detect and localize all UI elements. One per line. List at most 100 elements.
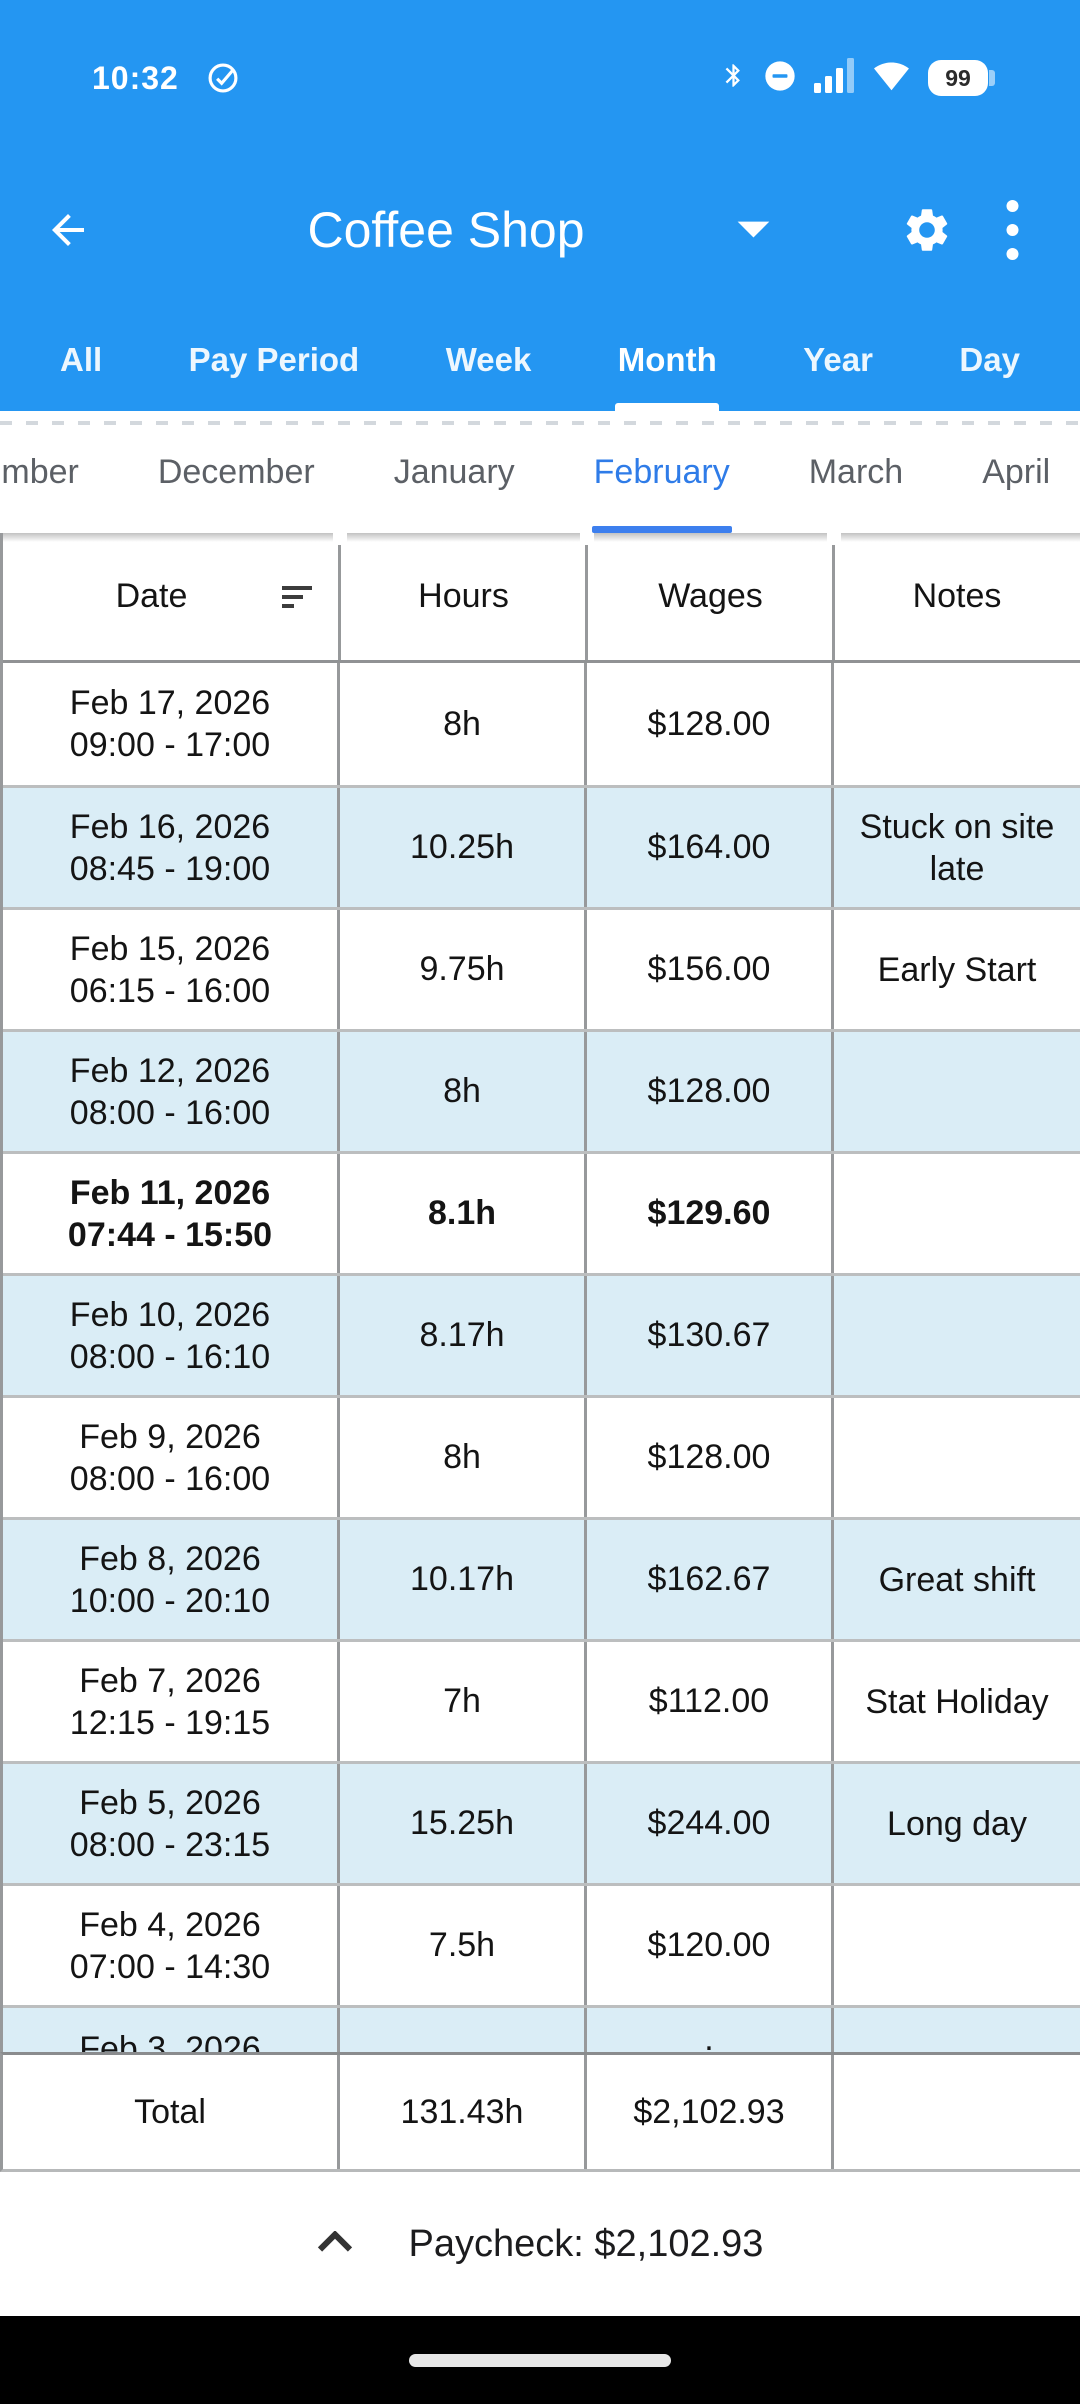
cell-notes: Stat Holiday <box>865 1682 1049 1721</box>
column-header-date[interactable]: Date <box>3 533 341 660</box>
cell-notes <box>834 1032 1080 1151</box>
cell-wages: $162.67 <box>587 1520 834 1639</box>
cell-wages: . <box>587 2008 834 2052</box>
more-vert-button[interactable] <box>1006 199 1019 266</box>
cell-notes <box>834 1886 1080 2005</box>
job-selector[interactable]: Coffee Shop <box>307 130 772 300</box>
cell-hours: 7h <box>340 1642 587 1761</box>
tab-month[interactable]: Month <box>618 308 717 411</box>
month-march[interactable]: March <box>808 452 904 491</box>
column-header-hours: Hours <box>340 533 588 660</box>
status-time: 10:32 <box>92 59 179 96</box>
table-row[interactable]: Feb 9, 2026 08:00 - 16:00 8h $128.00 <box>3 1395 1080 1517</box>
cell-hours: 10.17h <box>340 1520 587 1639</box>
cell-date: Feb 7, 2026 12:15 - 19:15 <box>3 1642 340 1761</box>
tab-pay-period[interactable]: Pay Period <box>188 340 360 378</box>
cell-notes: Great shift <box>878 1560 1036 1599</box>
tab-week[interactable]: Week <box>445 340 532 378</box>
toolbar: Coffee Shop <box>0 130 1080 300</box>
cell-hours: 8h <box>340 663 587 785</box>
tab-day[interactable]: Day <box>959 340 1020 378</box>
column-header-notes: Notes <box>912 577 1002 615</box>
sort-icon <box>282 585 314 608</box>
total-wages: $2,102.93 <box>587 2055 834 2169</box>
cell-date: Feb 11, 2026 07:44 - 15:50 <box>3 1154 340 1273</box>
cell-hours: 15.25h <box>340 1764 587 1883</box>
table-row[interactable]: Feb 10, 2026 08:00 - 16:10 8.17h $130.67 <box>3 1273 1080 1395</box>
battery-icon: 99 <box>928 60 995 96</box>
header-gap <box>333 533 347 542</box>
total-hours: 131.43h <box>340 2055 587 2169</box>
month-november[interactable]: November <box>0 452 79 491</box>
paycheck-bar: Paycheck: $2,102.93 <box>0 2172 1080 2316</box>
cell-notes <box>834 2008 1080 2052</box>
total-label: Total <box>3 2055 340 2169</box>
tab-all[interactable]: All <box>60 340 103 378</box>
task-check-icon <box>205 60 241 96</box>
month-january[interactable]: January <box>393 452 515 491</box>
month-strip: November December January February March Apri… <box>0 411 1080 533</box>
period-tabs: All Pay Period Week Month Year Day <box>0 300 1080 411</box>
cell-notes <box>834 1398 1080 1517</box>
app-bar: 10:32 <box>0 0 1080 411</box>
bluetooth-icon <box>720 60 747 96</box>
cell-date: Feb 4, 2026 07:00 - 14:30 <box>3 1886 340 2005</box>
wifi-icon <box>872 61 911 96</box>
header-gap <box>580 533 594 542</box>
cell-hours: 8.17h <box>340 1276 587 1395</box>
back-button[interactable] <box>44 206 92 254</box>
table-row[interactable]: Feb 4, 2026 07:00 - 14:30 7.5h $120.00 <box>3 1883 1080 2005</box>
cell-wages: $128.00 <box>587 1398 834 1517</box>
cell-date: Feb 5, 2026 08:00 - 23:15 <box>3 1764 340 1883</box>
month-april[interactable]: April <box>982 452 1051 491</box>
cell-date: Feb 10, 2026 08:00 - 16:10 <box>3 1276 340 1395</box>
table-row[interactable]: Feb 16, 2026 08:45 - 19:00 10.25h $164.00… <box>3 785 1080 907</box>
paycheck-label: Paycheck: $2,102.93 <box>408 2222 764 2265</box>
table-body: Feb 17, 2026 09:00 - 17:00 8h $128.00 Feb… <box>3 663 1080 2052</box>
table-row[interactable]: Feb 7, 2026 12:15 - 19:15 7h $112.00 Stat… <box>3 1639 1080 1761</box>
cell-wages: $129.60 <box>587 1154 834 1273</box>
cell-date: Feb 8, 2026 10:00 - 20:10 <box>3 1520 340 1639</box>
table-row[interactable]: Feb 15, 2026 06:15 - 16:00 9.75h $156.00 … <box>3 907 1080 1029</box>
cell-hours: 7.5h <box>340 1886 587 2005</box>
table-row[interactable]: Feb 12, 2026 08:00 - 16:00 8h $128.00 <box>3 1029 1080 1151</box>
home-indicator[interactable] <box>409 2354 671 2367</box>
arrow-drop-down-icon <box>735 215 773 246</box>
total-row: Total 131.43h $2,102.93 <box>0 2052 1080 2172</box>
cell-hours: 10.25h <box>340 788 587 907</box>
status-icons: 99 <box>720 57 995 99</box>
table-row[interactable]: Feb 3, 2026 . <box>3 2005 1080 2052</box>
table-row[interactable]: Feb 5, 2026 08:00 - 23:15 15.25h $244.00 … <box>3 1761 1080 1883</box>
cell-notes: Early Start <box>877 950 1037 989</box>
cell-notes <box>834 1154 1080 1273</box>
cell-wages: $120.00 <box>587 1886 834 2005</box>
table-row[interactable]: Feb 17, 2026 09:00 - 17:00 8h $128.00 <box>3 663 1080 785</box>
table-row[interactable]: Feb 8, 2026 10:00 - 20:10 10.17h $162.67 … <box>3 1517 1080 1639</box>
page-title: Coffee Shop <box>307 202 585 258</box>
month-february[interactable]: February <box>591 411 732 533</box>
cell-wages: $130.67 <box>587 1276 834 1395</box>
cell-wages: $164.00 <box>587 788 834 907</box>
cell-wages: $128.00 <box>587 663 834 785</box>
do-not-disturb-icon <box>764 60 796 97</box>
settings-button[interactable] <box>901 204 953 261</box>
status-bar: 10:32 <box>0 0 1080 130</box>
cell-hours <box>340 2008 587 2052</box>
cell-wages: $156.00 <box>587 910 834 1029</box>
table-header: Date Hours Wages Notes <box>3 533 1080 663</box>
cell-hours: 9.75h <box>340 910 587 1029</box>
cell-hours: 8.1h <box>340 1154 587 1273</box>
tab-year[interactable]: Year <box>803 340 873 378</box>
system-nav-bar <box>0 2316 1080 2404</box>
header-gap <box>827 533 841 542</box>
chevron-up-icon[interactable] <box>317 2229 353 2258</box>
table-row[interactable]: Feb 11, 2026 07:44 - 15:50 8.1h $129.60 <box>3 1151 1080 1273</box>
month-december[interactable]: December <box>157 452 315 491</box>
cell-date: Feb 12, 2026 08:00 - 16:00 <box>3 1032 340 1151</box>
cell-date: Feb 3, 2026 <box>3 2008 340 2052</box>
cell-date: Feb 17, 2026 09:00 - 17:00 <box>3 663 340 785</box>
battery-level: 99 <box>945 64 971 91</box>
cell-hours: 8h <box>340 1398 587 1517</box>
cell-date: Feb 9, 2026 08:00 - 16:00 <box>3 1398 340 1517</box>
